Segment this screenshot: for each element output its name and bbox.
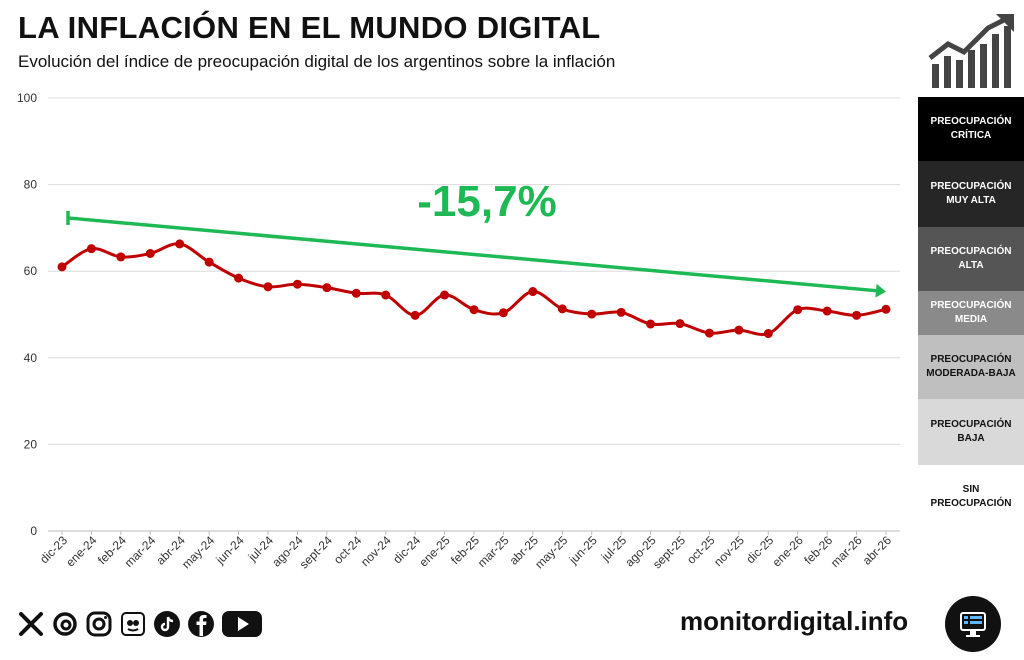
x-tick-label: may-25 [532,533,570,571]
website-link[interactable]: monitordigital.info [680,606,909,636]
monitor-logo-icon [945,596,1001,652]
data-point [351,288,361,298]
data-point [263,282,273,292]
data-point [498,308,508,318]
y-tick-label: 100 [17,91,37,105]
data-point [116,252,126,262]
legend-item-baja: PREOCUPACIÓN BAJA [918,399,1024,465]
data-point [793,305,803,315]
data-point [86,244,96,254]
x-tick-label: abr-26 [860,533,895,568]
x-tick-label: may-24 [179,533,217,571]
data-point [763,329,773,339]
x-icon[interactable] [16,609,46,639]
x-tick-label: sept-25 [650,533,688,571]
data-point [381,290,391,300]
data-point [616,307,626,317]
trend-label: -15,7% [417,177,556,226]
y-tick-label: 60 [24,264,38,278]
data-point [145,248,155,258]
legend-item-critica: PREOCUPACIÓN CRÍTICA [918,97,1024,161]
data-point [822,306,832,316]
concern-level-legend: PREOCUPACIÓN CRÍTICA PREOCUPACIÓN MUY AL… [918,97,1024,529]
data-point [675,319,685,329]
social-links [16,608,264,640]
data-point [528,287,538,297]
facebook-icon[interactable] [186,609,216,639]
x-tick-label: mar-24 [122,533,159,570]
data-point [322,283,332,293]
data-point [440,290,450,300]
x-tick-label: mar-25 [475,533,512,570]
x-tick-label: nov-25 [711,533,747,569]
youtube-icon[interactable] [220,609,264,639]
data-point [734,325,744,335]
data-point [175,239,185,249]
growth-chart-icon [928,14,1014,88]
data-point [410,310,420,320]
instagram-icon[interactable] [84,609,114,639]
data-point [881,304,891,314]
x-tick-label: ene-26 [770,533,807,570]
legend-item-muy-alta: PREOCUPACIÓN MUY ALTA [918,161,1024,227]
y-tick-label: 40 [24,351,38,365]
data-point [646,319,656,329]
y-tick-label: 0 [30,524,37,538]
line-chart: 020406080100dic-23ene-24feb-24mar-24abr-… [17,91,900,571]
series-line [61,242,887,336]
trend-arrow-line [67,216,877,293]
data-point [587,309,597,319]
bluesky-icon[interactable] [118,609,148,639]
x-tick-label: nov-24 [358,533,394,569]
data-point [234,273,244,283]
tiktok-icon[interactable] [152,609,182,639]
data-point [469,305,479,315]
legend-item-moderada-baja: PREOCUPACIÓN MODERADA-BAJA [918,335,1024,399]
x-tick-label: mar-26 [828,533,865,570]
data-point [852,310,862,320]
x-tick-label: ene-25 [416,533,453,570]
data-point [57,262,67,272]
legend-item-alta: PREOCUPACIÓN ALTA [918,227,1024,291]
page-title: LA INFLACIÓN EN EL MUNDO DIGITAL [18,10,601,45]
x-tick-label: jun-25 [566,533,600,567]
x-tick-label: sept-24 [297,533,335,571]
data-point [292,279,302,289]
data-point [704,328,714,338]
x-tick-label: ene-24 [63,533,100,570]
data-point [557,304,567,314]
y-tick-label: 20 [24,437,38,451]
y-tick-label: 80 [24,178,38,192]
legend-item-media: PREOCUPACIÓN MEDIA [918,291,1024,335]
x-tick-label: jun-24 [212,533,246,567]
data-point [204,257,214,267]
page-subtitle: Evolución del índice de preocupación dig… [18,52,616,71]
threads-icon[interactable] [50,609,80,639]
legend-item-sin: SIN PREOCUPACIÓN [918,465,1024,529]
trend-arrow-head [875,283,886,298]
